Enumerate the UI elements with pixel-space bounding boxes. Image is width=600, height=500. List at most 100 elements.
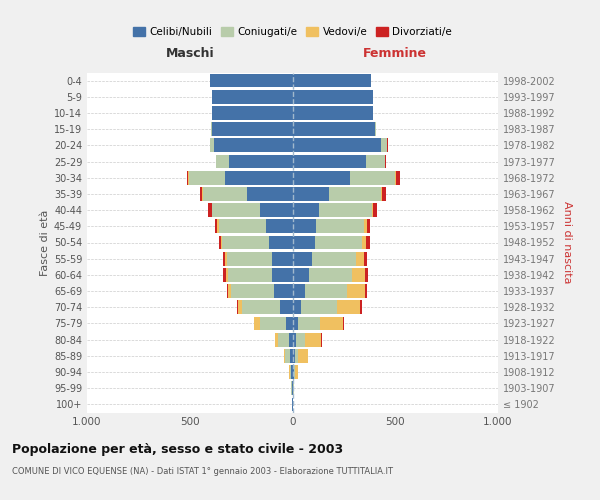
Bar: [347, 284, 365, 298]
Bar: [382, 187, 386, 201]
Bar: [275, 333, 278, 346]
Bar: [211, 122, 212, 136]
Text: Maschi: Maschi: [166, 47, 214, 60]
Bar: [187, 171, 188, 184]
Bar: [309, 268, 352, 282]
Bar: [320, 316, 343, 330]
Bar: [212, 90, 293, 104]
Bar: [365, 284, 367, 298]
Bar: [305, 333, 321, 346]
Bar: [226, 268, 228, 282]
Bar: [231, 284, 274, 298]
Bar: [352, 268, 365, 282]
Bar: [350, 171, 395, 184]
Bar: [293, 122, 375, 136]
Bar: [227, 284, 229, 298]
Bar: [293, 268, 309, 282]
Bar: [218, 220, 266, 233]
Bar: [286, 349, 290, 362]
Bar: [292, 365, 293, 379]
Bar: [375, 122, 376, 136]
Bar: [293, 154, 367, 168]
Text: Popolazione per età, sesso e stato civile - 2003: Popolazione per età, sesso e stato civil…: [12, 442, 343, 456]
Bar: [319, 203, 371, 217]
Bar: [356, 252, 364, 266]
Bar: [295, 365, 298, 379]
Bar: [211, 74, 293, 88]
Bar: [290, 365, 292, 379]
Bar: [290, 349, 293, 362]
Bar: [260, 203, 293, 217]
Bar: [247, 187, 293, 201]
Bar: [293, 365, 295, 379]
Bar: [305, 284, 347, 298]
Bar: [293, 74, 371, 88]
Bar: [289, 333, 293, 346]
Bar: [224, 171, 293, 184]
Bar: [301, 300, 337, 314]
Bar: [202, 187, 203, 201]
Bar: [229, 154, 293, 168]
Bar: [266, 220, 293, 233]
Bar: [329, 187, 381, 201]
Bar: [212, 106, 293, 120]
Bar: [280, 300, 293, 314]
Bar: [367, 154, 385, 168]
Bar: [315, 236, 362, 250]
Bar: [223, 268, 226, 282]
Bar: [293, 203, 319, 217]
Bar: [260, 316, 286, 330]
Bar: [298, 349, 308, 362]
Bar: [293, 349, 295, 362]
Bar: [212, 203, 260, 217]
Bar: [381, 187, 382, 201]
Bar: [361, 300, 362, 314]
Bar: [293, 220, 316, 233]
Bar: [295, 349, 298, 362]
Bar: [200, 187, 202, 201]
Bar: [228, 268, 272, 282]
Bar: [221, 236, 269, 250]
Bar: [395, 171, 396, 184]
Bar: [286, 316, 293, 330]
Bar: [367, 220, 370, 233]
Bar: [214, 138, 293, 152]
Bar: [293, 300, 301, 314]
Bar: [296, 333, 305, 346]
Text: COMUNE DI VICO EQUENSE (NA) - Dati ISTAT 1° gennaio 2003 - Elaborazione TUTTITAL: COMUNE DI VICO EQUENSE (NA) - Dati ISTAT…: [12, 468, 393, 476]
Legend: Celibi/Nubili, Coniugati/e, Vedovi/e, Divorziati/e: Celibi/Nubili, Coniugati/e, Vedovi/e, Di…: [131, 25, 454, 40]
Bar: [293, 284, 305, 298]
Bar: [365, 268, 368, 282]
Bar: [293, 252, 312, 266]
Bar: [203, 187, 247, 201]
Bar: [284, 349, 286, 362]
Bar: [364, 252, 367, 266]
Bar: [293, 333, 296, 346]
Bar: [293, 90, 373, 104]
Bar: [238, 300, 242, 314]
Bar: [293, 106, 373, 120]
Bar: [292, 382, 293, 395]
Bar: [381, 138, 387, 152]
Bar: [367, 236, 370, 250]
Bar: [293, 236, 315, 250]
Bar: [225, 252, 227, 266]
Bar: [293, 138, 381, 152]
Bar: [242, 300, 280, 314]
Bar: [229, 284, 231, 298]
Bar: [312, 252, 356, 266]
Bar: [212, 122, 293, 136]
Bar: [189, 171, 224, 184]
Bar: [223, 252, 225, 266]
Bar: [293, 316, 298, 330]
Bar: [274, 284, 293, 298]
Y-axis label: Fasce di età: Fasce di età: [40, 210, 50, 276]
Bar: [208, 203, 212, 217]
Bar: [278, 333, 289, 346]
Bar: [218, 236, 221, 250]
Bar: [316, 220, 364, 233]
Bar: [343, 316, 344, 330]
Bar: [373, 203, 377, 217]
Y-axis label: Anni di nascita: Anni di nascita: [562, 201, 572, 283]
Bar: [396, 171, 400, 184]
